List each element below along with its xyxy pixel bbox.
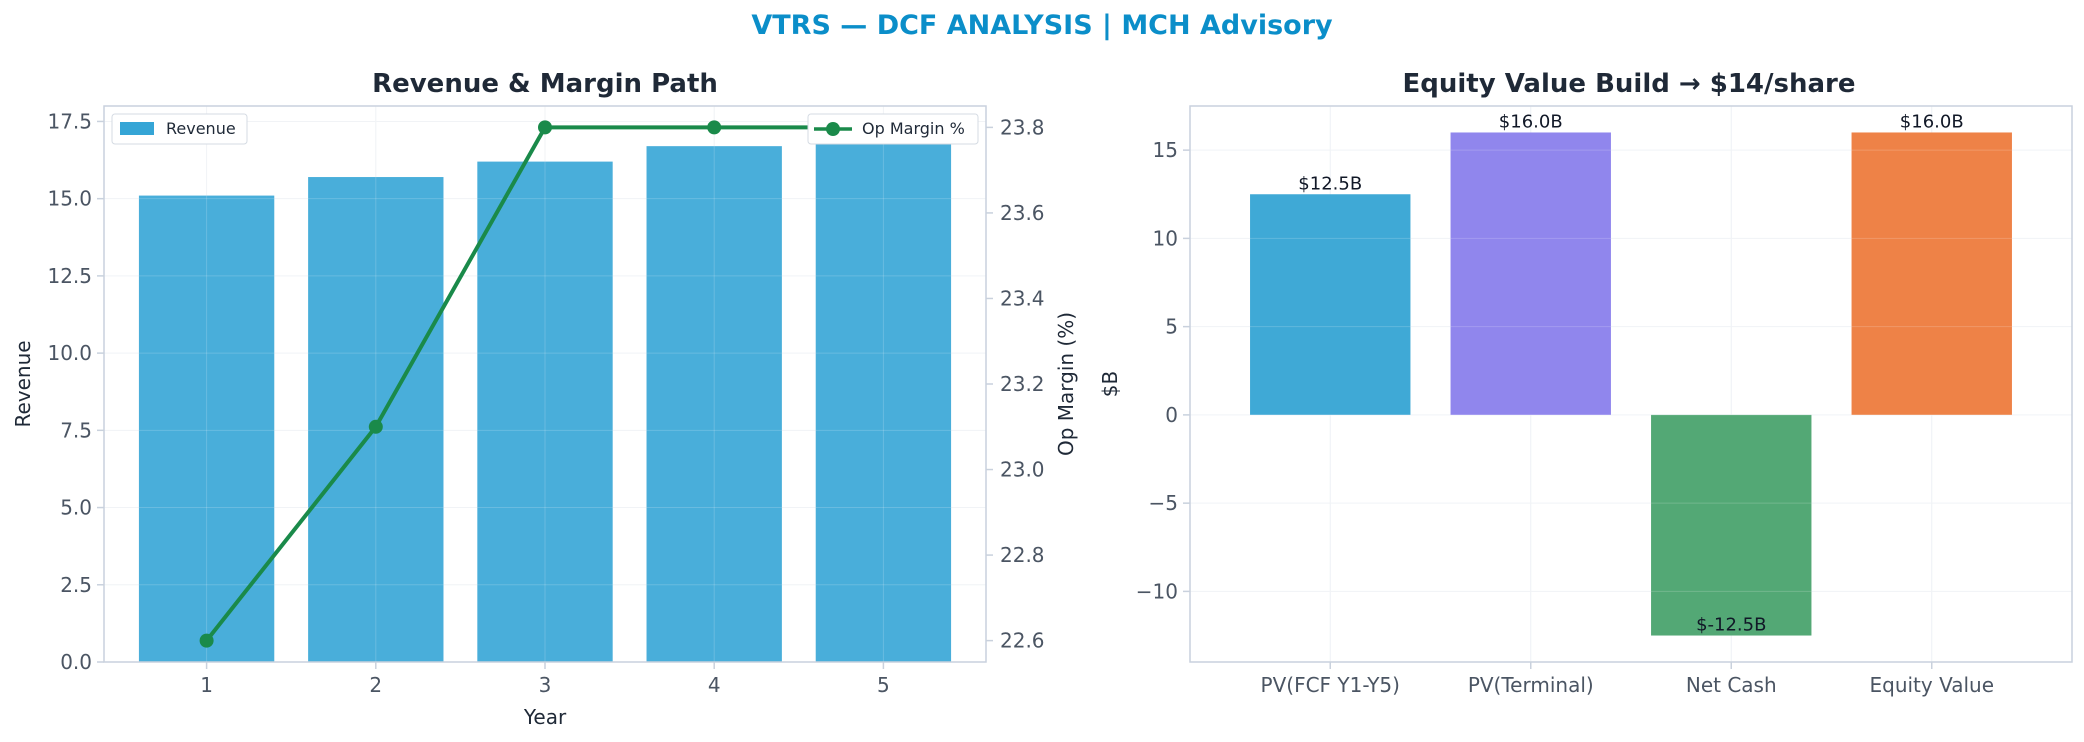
left-y-tick-label: 0.0 [60, 650, 92, 674]
left-chart-title: Revenue & Margin Path [372, 69, 718, 99]
equity-data-label: $12.5B [1298, 173, 1362, 194]
op-margin-point [707, 120, 722, 135]
left-y2-tick-label: 23.0 [1000, 458, 1045, 482]
left-y2-tick-label: 23.4 [1000, 286, 1045, 310]
right-x-tick-label: PV(Terminal) [1468, 673, 1594, 697]
left-y-tick-label: 2.5 [60, 573, 92, 597]
right-y-tick-label: 15 [1153, 138, 1178, 162]
right-x-tick-label: Net Cash [1686, 673, 1777, 697]
legend-revenue: Revenue [111, 113, 248, 145]
left-y-tick-label: 15.0 [47, 187, 92, 211]
equity-bar [1450, 132, 1611, 415]
right-y-tick-label: −10 [1136, 579, 1178, 603]
left-y-tick-label: 5.0 [60, 496, 92, 520]
left-y-axis-label: Revenue [11, 340, 35, 427]
op-margin-point [368, 419, 383, 434]
revenue-bar [308, 177, 444, 663]
legend-op-margin: Op Margin % [807, 113, 979, 145]
op-margin-point [199, 633, 214, 648]
left-x-axis-label: Year [523, 705, 567, 729]
right-x-tick-label: PV(FCF Y1-Y5) [1261, 673, 1400, 697]
legend-revenue-swatch [120, 122, 154, 135]
left-y2-ticks: 22.6 22.8 23.0 23.2 23.4 23.6 23.8 [986, 115, 1045, 653]
left-y2-tick-label: 23.8 [1000, 115, 1045, 139]
right-x-tick-label: Equity Value [1869, 673, 1994, 697]
right-y-tick-label: 10 [1153, 226, 1178, 250]
left-x-tick-label: 1 [200, 673, 213, 697]
left-y2-tick-label: 23.2 [1000, 372, 1045, 396]
equity-bar [1250, 194, 1411, 415]
equity-data-label: $-12.5B [1696, 615, 1766, 636]
equity-value-chart: $12.5B $16.0B $-12.5B $16.0B −10 −5 0 5 10 15 PV… [1098, 69, 2073, 697]
left-x-tick-label: 3 [539, 673, 552, 697]
right-y-tick-label: 5 [1165, 315, 1178, 339]
equity-data-label: $16.0B [1499, 111, 1563, 132]
figure-title: VTRS — DCF ANALYSIS | MCH Advisory [751, 10, 1333, 41]
legend-op-margin-marker [826, 122, 840, 136]
left-y2-axis-label: Op Margin (%) [1054, 312, 1078, 456]
right-y-ticks: −10 −5 0 5 10 15 [1136, 138, 1190, 603]
revenue-bars [104, 106, 986, 663]
left-y-tick-label: 7.5 [60, 418, 92, 442]
left-x-tick-label: 5 [877, 673, 890, 697]
revenue-bar [815, 130, 952, 662]
left-y-tick-label: 17.5 [47, 109, 92, 133]
equity-data-label: $16.0B [1900, 111, 1964, 132]
revenue-bar [477, 161, 613, 662]
left-x-ticks: 1 2 3 4 5 [200, 662, 890, 697]
legend-op-margin-label: Op Margin % [862, 119, 965, 138]
right-y-axis-label: $B [1098, 371, 1122, 397]
right-y-tick-label: 0 [1165, 403, 1178, 427]
op-margin-point [538, 120, 552, 135]
revenue-bar [646, 146, 782, 663]
left-x-tick-label: 2 [369, 673, 382, 697]
equity-bar [1651, 414, 1812, 636]
left-y2-tick-label: 23.6 [1000, 201, 1045, 225]
equity-data-labels: $12.5B $16.0B $-12.5B $16.0B [1298, 111, 1963, 635]
revenue-margin-chart: 0.0 2.5 5.0 7.5 10.0 12.5 15.0 17.5 22.6 22.8 23.… [11, 69, 1078, 729]
legend-revenue-label: Revenue [166, 119, 236, 138]
left-y-tick-label: 12.5 [47, 264, 92, 288]
left-x-tick-label: 4 [708, 673, 721, 697]
right-plot-frame [1189, 105, 2073, 663]
left-y-tick-label: 10.0 [47, 341, 92, 365]
right-chart-title: Equity Value Build → $14/share [1403, 69, 1856, 99]
equity-bars [1190, 132, 2072, 636]
right-x-ticks: PV(FCF Y1-Y5) PV(Terminal) Net Cash Equity … [1261, 662, 1994, 697]
left-y2-tick-label: 22.6 [1000, 629, 1045, 653]
left-y2-tick-label: 22.8 [1000, 543, 1045, 567]
right-y-tick-label: −5 [1149, 491, 1178, 515]
left-y-ticks: 0.0 2.5 5.0 7.5 10.0 12.5 15.0 17.5 [47, 109, 104, 674]
equity-bar [1851, 132, 2012, 415]
